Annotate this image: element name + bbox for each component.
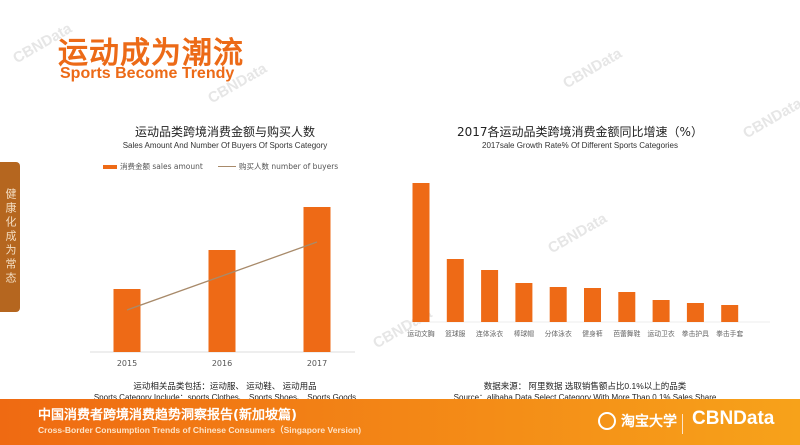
bar [549,287,567,322]
x-tick-label: 运动文胸 [407,329,434,338]
x-tick-label: 健身裤 [582,329,603,338]
chart2-note-en: Source：alibaba Data Select Category With… [453,393,717,402]
x-tick-label: 篮球服 [445,329,466,338]
report-title-en: Cross-Border Consumption Trends of Chine… [38,425,362,435]
x-tick-label: 2016 [212,359,232,368]
legend-sales: 消费金额 sales amount [103,161,203,172]
bar [721,305,739,322]
x-tick-label: 芭蕾舞鞋 [613,329,640,338]
bar [303,207,331,352]
chart1-note-en: Sports Category Include：sports Clothes、 … [93,393,357,402]
report-title: 中国消费者跨境消费趋势洞察报告(新加坡篇) [38,408,297,423]
bar [618,292,636,322]
taobao-university-logo: 淘宝大学 [598,411,677,431]
chart1-title: 运动品类跨境消费金额与购买人数 [134,125,315,139]
x-tick-label: 拳击护具 [682,329,709,338]
bar [481,270,499,322]
chart2: 运动文胸 篮球服 连体泳衣 棒球帽 分体泳衣 健身裤 芭蕾舞鞋 运动卫衣 拳击护具 拳击手套 [405,183,770,338]
x-tick-label: 连体泳衣 [476,329,503,338]
chart1: 2015 2016 2017 [90,207,355,368]
x-tick-label: 2017 [307,359,327,368]
logo-divider [682,414,683,434]
page-subtitle: Sports Become Trendy [60,65,235,82]
buyers-line [126,241,318,311]
chart2-note-cn: 数据来源： 阿里数据 选取销售额占比0.1%以上的品类 [483,381,687,391]
chart2-subtitle: 2017sale Growth Rate% Of Different Sport… [482,141,678,150]
bar [652,300,670,322]
legend-label: 购买人数 number of buyers [239,162,339,171]
legend-label: 消费金额 sales amount [120,162,203,171]
taobao-logo-text: 淘宝大学 [621,414,677,430]
x-tick-label: 运动卫衣 [648,329,675,338]
bar [412,183,430,322]
page-title: 运动成为潮流 [58,36,244,71]
bar [113,289,141,352]
legend-bar-swatch [103,164,117,169]
x-tick-label: 拳击手套 [716,329,743,338]
legend-line-swatch [218,166,236,167]
bar [446,259,464,322]
chart2-title: 2017各运动品类跨境消费金额同比增速（%） [457,125,703,139]
x-tick-label: 2015 [117,359,137,368]
bar [515,283,533,322]
x-tick-label: 棒球帽 [514,329,535,338]
taobao-logo-icon [598,412,616,430]
bar [584,288,601,322]
footer-banner [0,399,800,445]
legend-buyers: 购买人数 number of buyers [218,161,338,172]
cbndata-logo: CBNData [692,408,775,429]
watermark: CBNData [560,44,625,93]
bar [686,303,704,322]
side-tab[interactable]: 健康化成为常态 [0,162,20,312]
chart1-subtitle: Sales Amount And Number Of Buyers Of Spo… [122,141,328,150]
x-tick-label: 分体泳衣 [545,329,572,338]
bar [208,250,236,352]
chart1-note-cn: 运动相关品类包括：运动服、 运动鞋、 运动用品 [133,381,317,391]
